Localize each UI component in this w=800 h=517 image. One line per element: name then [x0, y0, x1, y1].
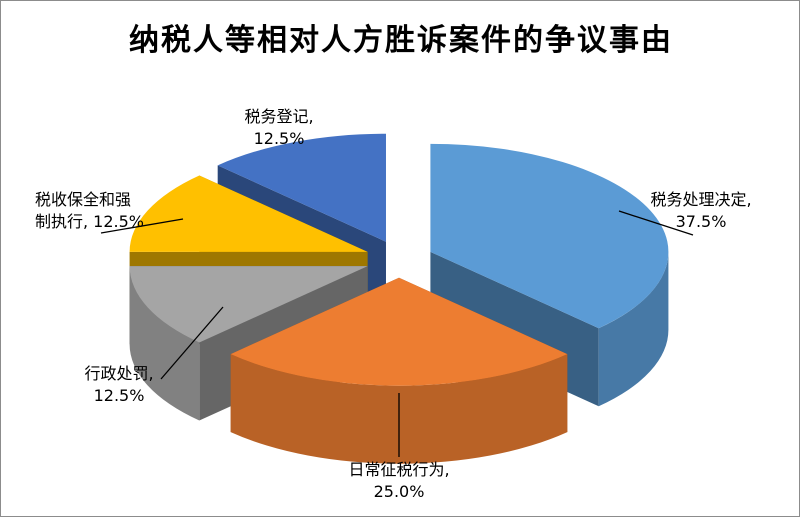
data-label-s3: 税收保全和强 制执行, 12.5% — [35, 189, 185, 233]
data-label-s4-line1: 税务登记, — [244, 107, 314, 126]
data-label-s1-line1: 日常征税行为, — [348, 460, 450, 479]
pie-slice-1-top — [230, 277, 568, 386]
data-label-s1-line2: 25.0% — [373, 482, 425, 501]
leader-line-s3 — [100, 218, 184, 234]
data-label-s0-line1: 税务处理决定, — [650, 190, 752, 209]
pie-slice-4-top — [217, 133, 386, 242]
pie-slice-0-wall-0 — [598, 251, 669, 407]
data-label-s2-line1: 行政处罚, — [84, 364, 154, 383]
data-label-s0-line2: 37.5% — [675, 212, 727, 231]
data-label-s2-line2: 12.5% — [93, 386, 145, 405]
pie-slice-0-top — [430, 143, 669, 329]
chart-title: 纳税人等相对人方胜诉案件的争议事由 — [129, 23, 673, 58]
pie-slice-2-wall-0 — [129, 266, 200, 421]
data-label-s2: 行政处罚, 12.5% — [59, 363, 179, 407]
pie-slice-3-top — [129, 175, 368, 252]
data-label-s0: 税务处理决定, 37.5% — [626, 189, 776, 233]
pie-slice-1 — [230, 277, 568, 464]
pie-slice-2-top — [129, 266, 368, 343]
data-label-s1: 日常征税行为, 25.0% — [319, 459, 479, 503]
data-label-s4-line2: 12.5% — [253, 129, 305, 148]
leader-line-s2 — [160, 306, 224, 380]
data-label-s3-line2: 制执行, 12.5% — [35, 212, 145, 231]
leader-lines — [100, 210, 694, 457]
data-label-s4: 税务登记, 12.5% — [219, 106, 339, 150]
leader-line-s0 — [618, 210, 694, 236]
data-label-s3-line1: 税收保全和强 — [35, 190, 132, 209]
